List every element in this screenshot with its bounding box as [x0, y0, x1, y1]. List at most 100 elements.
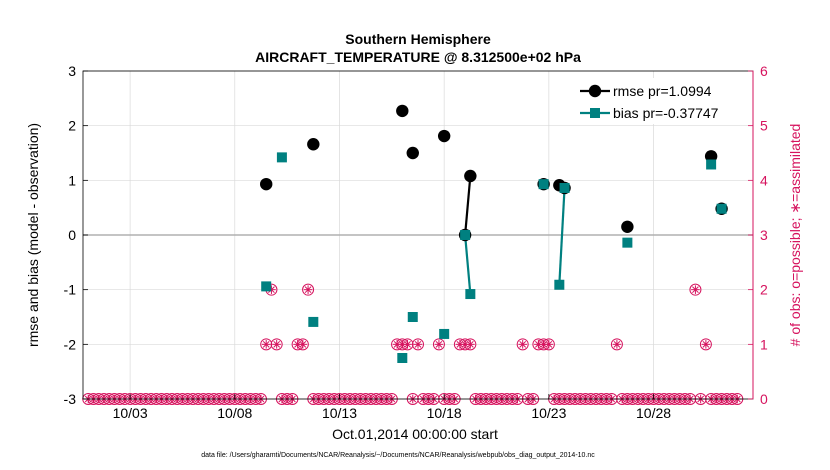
obs-assimilated-marker	[434, 340, 444, 349]
rmse-point	[464, 169, 477, 183]
y-tick-label: 2	[68, 118, 76, 134]
obs-assimilated-marker	[261, 340, 271, 349]
bias-point	[622, 237, 633, 248]
obs-assimilated-marker-stroke	[692, 286, 699, 294]
bias-point	[538, 179, 549, 190]
rmse-point	[406, 146, 419, 160]
y-tick-label: 3	[68, 63, 76, 79]
obs-assimilated-marker-stroke	[461, 340, 469, 348]
y2-tick-label: 6	[760, 63, 768, 79]
obs-assimilated-marker	[403, 340, 412, 349]
axis-layer: 10/03 10/08 10/13 10/18 10/23 10/28 -3 -2 -1 0 1 2 3…	[64, 63, 768, 421]
rmse-point	[704, 150, 718, 163]
series-connector	[464, 175, 472, 236]
obs-assimilated-marker-stroke	[294, 340, 302, 348]
obs-assimilated-marker-stroke	[545, 340, 553, 348]
obs-assimilated-marker	[544, 340, 554, 349]
obs-assimilated-marker	[272, 340, 281, 349]
chart-subtitle: AIRCRAFT_TEMPERATURE @ 8.312500e+02 hPa	[255, 49, 581, 65]
obs-assimilated-marker	[293, 340, 302, 349]
y2-tick-label: 2	[760, 282, 768, 298]
obs-possible-marker	[260, 338, 273, 351]
series-connector	[464, 234, 472, 295]
obs-assimilated-marker	[303, 285, 313, 294]
y-tick-label: -2	[64, 336, 77, 352]
bias-point	[276, 152, 287, 163]
obs-possible-marker	[412, 338, 424, 351]
obs-assimilated-marker-stroke	[299, 340, 307, 348]
y-tick-label: 1	[68, 172, 76, 188]
obs-assimilated-marker-stroke	[268, 286, 275, 294]
legend: rmse pr=1.0994 bias pr=-0.37747	[573, 78, 747, 124]
obs-possible-marker	[270, 338, 283, 351]
obs-assimilated-marker	[518, 340, 527, 349]
bias-point	[465, 289, 476, 300]
legend-marker-bias	[590, 108, 600, 118]
obs-assimilated-marker-stroke	[466, 340, 474, 348]
legend-label: bias pr=-0.37747	[613, 105, 719, 121]
obs-assimilated-marker	[691, 285, 700, 294]
obs-assimilated-marker-stroke	[304, 286, 312, 294]
x-tick-label: 10/28	[636, 405, 671, 421]
rmse-point	[260, 177, 273, 191]
obs-assimilated-marker-stroke	[398, 340, 406, 348]
obs-assimilated-marker-stroke	[414, 340, 422, 348]
x-tick-label: 10/23	[531, 405, 566, 421]
obs-assimilated-marker	[701, 340, 711, 349]
y2-tick-label: 3	[760, 227, 768, 243]
legend-label: rmse pr=1.0994	[613, 83, 712, 99]
obs-possible-marker	[432, 338, 445, 351]
grid-layer	[83, 70, 753, 400]
y2-axis-label: # of obs: o=possible; ∗=assimilated	[787, 124, 803, 347]
bias-point	[261, 281, 272, 292]
y-tick-label: -1	[64, 282, 77, 298]
bias-point	[308, 316, 319, 327]
rmse-point	[396, 104, 409, 118]
bias-point	[407, 312, 418, 322]
obs-possible-marker	[699, 338, 712, 351]
legend-box	[573, 78, 747, 124]
bias-point	[706, 159, 717, 170]
rmse-point	[621, 220, 634, 233]
x-tick-label: 10/13	[322, 405, 357, 421]
y-axis-label: rmse and bias (model - observation)	[25, 123, 41, 347]
x-axis-label: Oct.01,2014 00:00:00 start	[332, 426, 498, 442]
data-file-footnote: data file: /Users/gharamti/Documents/NCA…	[201, 452, 595, 459]
x-tick-label: 10/03	[113, 405, 148, 421]
obs-possible-marker	[516, 338, 529, 351]
series-connector	[558, 187, 566, 285]
bias-point	[397, 353, 408, 363]
bias-point	[439, 328, 450, 339]
obs-assimilated-marker	[397, 340, 407, 349]
x-tick-label: 10/08	[217, 405, 252, 421]
obs-possible-marker	[302, 283, 315, 296]
y2-tick-label: 1	[760, 336, 768, 352]
y-tick-label: 0	[68, 227, 76, 243]
obs-assimilated-marker-stroke	[456, 340, 464, 348]
obs-assimilated-marker-stroke	[393, 340, 401, 348]
obs-assimilated-marker-stroke	[702, 340, 710, 348]
rmse-point	[307, 138, 320, 151]
obs-possible-marker	[689, 283, 702, 296]
chart-title: Southern Hemisphere	[345, 31, 491, 47]
obs-assimilated-marker-stroke	[534, 340, 542, 348]
bias-point	[460, 230, 471, 240]
obs-assimilated-marker	[612, 340, 622, 349]
y-tick-label: -3	[64, 391, 77, 407]
bias-point	[554, 279, 565, 290]
y2-tick-label: 4	[760, 172, 768, 188]
bias-point	[716, 203, 727, 214]
obs-assimilated-marker-stroke	[519, 340, 527, 348]
obs-assimilated-marker-stroke	[613, 340, 621, 348]
y2-tick-label: 5	[760, 118, 768, 134]
obs-possible-marker	[610, 338, 623, 351]
obs-assimilated-marker-stroke	[262, 340, 270, 348]
obs-assimilated-marker-stroke	[435, 340, 443, 348]
bias-point	[559, 182, 570, 193]
obs-assimilated-marker-stroke	[404, 340, 411, 348]
obs-assimilated-marker-stroke	[540, 340, 548, 348]
obs-assimilated-marker-stroke	[273, 340, 281, 348]
obs-assimilated-marker	[298, 340, 308, 349]
obs-assimilated-marker	[466, 340, 475, 349]
